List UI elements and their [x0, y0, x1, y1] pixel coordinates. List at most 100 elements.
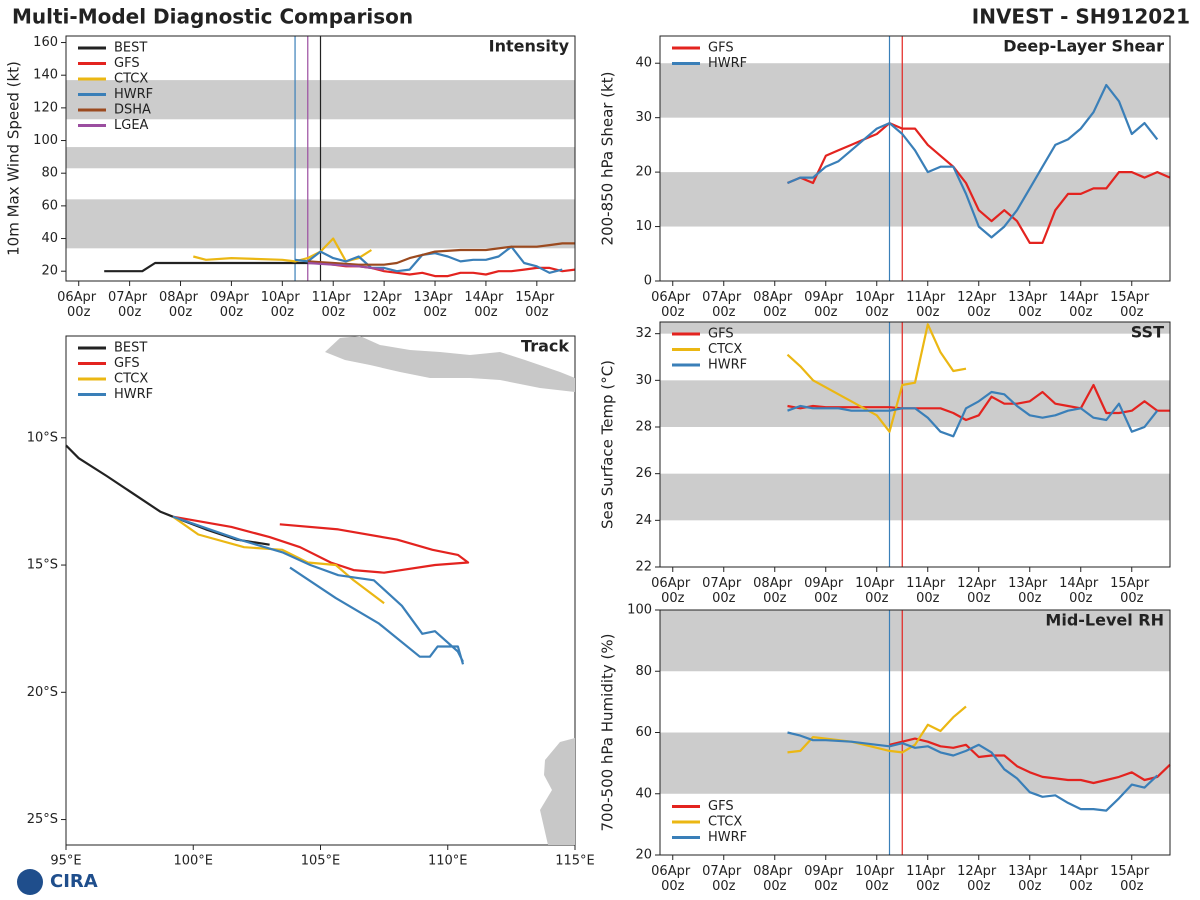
x-tick-label: 14Apr 00z [1059, 864, 1102, 894]
x-tick-label: 13Apr 00z [413, 290, 456, 320]
y-tick-label: 60 [41, 198, 58, 213]
x-tick-label: 12Apr 00z [957, 290, 1000, 320]
panel-title: Intensity [489, 37, 570, 56]
legend-label: DSHA [114, 103, 151, 118]
storm-id: INVEST - SH912021 [972, 5, 1190, 29]
legend-label: HWRF [708, 358, 747, 373]
x-tick-label: 09Apr 00z [804, 576, 847, 606]
x-tick-label: 10Apr 00z [855, 864, 898, 894]
x-tick-label: 07Apr 00z [702, 290, 745, 320]
panel: 20 40 60 80 100 120 140 160 06Apr 00z 07Apr 00z 08… [5, 35, 576, 320]
plot-frame [65, 335, 576, 846]
x-tick-label: 09Apr 00z [804, 290, 847, 320]
legend-label: GFS [708, 327, 734, 342]
series-line [787, 122, 1171, 244]
band [660, 473, 1170, 521]
band [660, 380, 1170, 427]
panel: 20 40 60 80 100 06Apr 00z 07Apr 00z 08Apr 00z 09… [599, 603, 1171, 894]
x-tick-label: 13Apr 00z [1008, 576, 1051, 606]
legend-label: LGEA [114, 118, 149, 133]
x-tick-label: 15Apr 00z [1110, 290, 1153, 320]
y-tick-label: 25°S [27, 812, 58, 827]
x-tick-label: 13Apr 00z [1008, 290, 1051, 320]
panel: 10°S 15°S 20°S 25°S 95°E 100°E 105°E 110°E 115°E… [27, 335, 595, 869]
x-tick-label: 11Apr 00z [906, 864, 949, 894]
logo-text: CIRA [50, 871, 98, 892]
panel-title: Deep-Layer Shear [1003, 37, 1164, 56]
x-tick-label: 12Apr 00z [363, 290, 406, 320]
panel-title: Mid-Level RH [1045, 611, 1164, 630]
x-tick-label: 07Apr 00z [108, 290, 151, 320]
x-tick-label: 14Apr 00z [464, 290, 507, 320]
land [325, 336, 575, 845]
band [660, 322, 1170, 334]
y-tick-label: 140 [33, 68, 58, 83]
band [660, 172, 1170, 227]
x-tick-label: 10Apr 00z [855, 576, 898, 606]
x-tick-label: 08Apr 00z [753, 864, 796, 894]
y-tick-label: 30 [635, 373, 652, 388]
band [660, 63, 1170, 118]
y-tick-label: 100 [33, 133, 58, 148]
y-tick-label: 120 [33, 100, 58, 115]
legend-label: CTCX [114, 372, 148, 387]
x-tick-label: 100°E [173, 854, 213, 869]
x-tick-label: 08Apr 00z [753, 576, 796, 606]
y-tick-label: 26 [635, 466, 652, 481]
panel: 0 10 20 30 40 06Apr 00z 07Apr 00z 08Apr 00z 09Ap… [599, 35, 1171, 320]
legend-label: GFS [114, 356, 140, 371]
y-tick-label: 60 [635, 725, 652, 740]
x-tick-label: 12Apr 00z [957, 864, 1000, 894]
x-tick-label: 11Apr 00z [906, 576, 949, 606]
x-tick-label: 15Apr 00z [515, 290, 558, 320]
y-tick-label: 32 [635, 326, 652, 341]
series-line [787, 390, 1159, 438]
series-line [889, 737, 1171, 785]
x-tick-label: 13Apr 00z [1008, 864, 1051, 894]
x-tick-label: 95°E [50, 854, 81, 869]
y-tick-label: 100 [627, 603, 652, 618]
y-tick-label: 80 [41, 166, 58, 181]
y-tick-label: 22 [635, 560, 652, 575]
x-tick-label: 06Apr 00z [651, 576, 694, 606]
y-tick-label: 40 [635, 786, 652, 801]
x-tick-label: 07Apr 00z [702, 576, 745, 606]
x-tick-label: 15Apr 00z [1110, 864, 1153, 894]
y-tick-label: 20 [635, 165, 652, 180]
plot-frame [65, 35, 576, 282]
x-tick-label: 110°E [428, 854, 468, 869]
x-tick-label: 10Apr 00z [261, 290, 304, 320]
legend-label: GFS [708, 799, 734, 814]
y-tick-label: 20°S [27, 685, 58, 700]
y-tick-label: 10°S [27, 430, 58, 445]
series-line [787, 83, 1159, 239]
y-axis-label: 700-500 hPa Humidity (%) [599, 633, 617, 831]
land-java [325, 336, 575, 392]
x-tick-label: 09Apr 00z [804, 864, 847, 894]
legend-label: CTCX [708, 342, 742, 357]
x-tick-label: 11Apr 00z [312, 290, 355, 320]
series-line [307, 261, 385, 271]
x-tick-label: 06Apr 00z [651, 290, 694, 320]
y-tick-label: 24 [635, 513, 652, 528]
legend-label: GFS [708, 41, 734, 56]
legend-label: CTCX [114, 72, 148, 87]
y-tick-label: 40 [635, 56, 652, 71]
legend-label: BEST [114, 341, 147, 356]
series-line [172, 515, 465, 665]
series-line [787, 731, 1159, 812]
x-tick-label: 14Apr 00z [1059, 290, 1102, 320]
series-line [786, 323, 967, 433]
x-tick-label: 07Apr 00z [702, 864, 745, 894]
x-tick-label: 09Apr 00z [210, 290, 253, 320]
series-line [787, 383, 1170, 422]
y-tick-label: 160 [33, 35, 58, 50]
y-axis-label: Sea Surface Temp (°C) [599, 360, 617, 529]
x-tick-label: 115°E [555, 854, 595, 869]
legend-label: HWRF [708, 830, 747, 845]
y-tick-label: 28 [635, 420, 652, 435]
series-line [104, 261, 321, 273]
land-australia [540, 738, 575, 845]
x-tick-label: 06Apr 00z [57, 290, 100, 320]
x-tick-label: 08Apr 00z [753, 290, 796, 320]
